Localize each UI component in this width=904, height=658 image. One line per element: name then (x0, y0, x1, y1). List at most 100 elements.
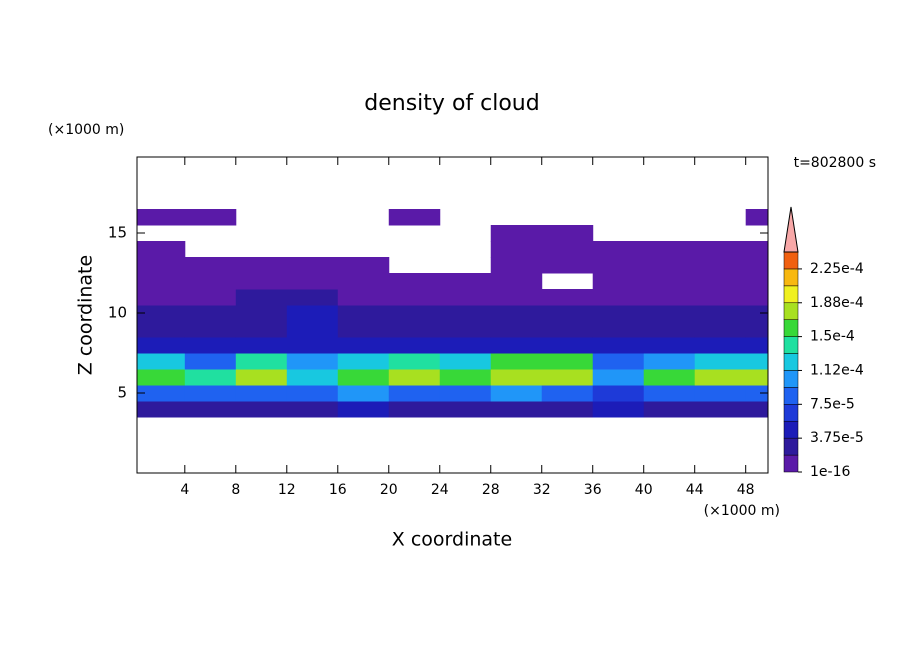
contour-cell (694, 385, 747, 402)
contour-cell (592, 321, 645, 338)
contour-cell (137, 385, 186, 402)
contour-cell (286, 401, 339, 418)
x-tick-label: 12 (278, 482, 296, 498)
contour-cell (592, 369, 645, 386)
contour-cell (694, 337, 747, 354)
contour-cell (643, 241, 696, 258)
contour-cell (541, 225, 594, 242)
contour-cell (490, 257, 543, 274)
contour-cell (490, 273, 543, 290)
contour-cell (286, 289, 339, 306)
contour-cell (439, 385, 492, 402)
contour-cell (643, 401, 696, 418)
contour-cell (439, 305, 492, 322)
contour-cell (490, 305, 543, 322)
contour-cell (388, 337, 441, 354)
contour-cell (337, 305, 390, 322)
contour-cell (490, 385, 543, 402)
contour-cell (137, 321, 186, 338)
contour-cell (490, 289, 543, 306)
x-tick-label: 24 (431, 482, 449, 498)
contour-cell (643, 305, 696, 322)
contour-cell (286, 273, 339, 290)
colorbar-bin (783, 387, 799, 405)
contour-cell (694, 289, 747, 306)
contour-cell (541, 257, 594, 274)
contour-cell (235, 401, 288, 418)
contour-cell (184, 289, 237, 306)
contour-cell (388, 369, 441, 386)
contour-cell (643, 257, 696, 274)
contour-cell (235, 257, 288, 274)
contour-cell (137, 369, 186, 386)
contour-cell (137, 273, 186, 290)
contour-cell (490, 241, 543, 258)
contour-cell (694, 241, 747, 258)
x-tick-label: 48 (737, 482, 755, 498)
colorbar-tick-label: 2.25e-4 (810, 261, 864, 277)
contour-cell (137, 353, 186, 370)
contour-cell (541, 353, 594, 370)
colorbar-bin (783, 437, 799, 456)
contour-cell (337, 385, 390, 402)
contour-cell (137, 257, 186, 274)
contour-cell (694, 321, 747, 338)
contour-cell (337, 401, 390, 418)
contour-cell (694, 401, 747, 418)
chart-title: density of cloud (364, 91, 539, 116)
x-tick-label: 4 (180, 482, 189, 498)
contour-cell (184, 209, 237, 226)
contour-cell (745, 289, 768, 306)
contour-cell (388, 353, 441, 370)
contour-cell (337, 257, 390, 274)
contour-cell (184, 305, 237, 322)
contour-cell (388, 321, 441, 338)
contour-cell (694, 273, 747, 290)
contour-cell (745, 337, 768, 354)
x-unit: (×1000 m) (704, 503, 780, 519)
x-tick-label: 16 (329, 482, 347, 498)
contour-cell (745, 273, 768, 290)
contour-cell (490, 321, 543, 338)
contour-cell (388, 385, 441, 402)
contour-cell (235, 337, 288, 354)
contour-cell (286, 321, 339, 338)
contour-cell (541, 401, 594, 418)
contour-cell (286, 385, 339, 402)
contour-cell (184, 353, 237, 370)
contour-cell (592, 305, 645, 322)
contour-cell (745, 385, 768, 402)
contour-cell (592, 401, 645, 418)
contour-cell (184, 337, 237, 354)
contour-cell (643, 289, 696, 306)
contour-cell (286, 353, 339, 370)
contour-cell (745, 257, 768, 274)
colorbar-bin (783, 285, 799, 304)
contour-cell (137, 337, 186, 354)
contour-cell (137, 401, 186, 418)
contour-cell (745, 369, 768, 386)
contour-cell (439, 273, 492, 290)
contour-cell (745, 401, 768, 418)
contour-cell (541, 241, 594, 258)
contour-cell (592, 337, 645, 354)
contour-cell (235, 273, 288, 290)
subtitle: t=802800 s (794, 155, 876, 171)
x-tick-label: 44 (686, 482, 704, 498)
contour-cell (490, 337, 543, 354)
contour-cell (643, 369, 696, 386)
contour-cell (388, 289, 441, 306)
colorbar-tick-label: 1.12e-4 (810, 362, 864, 378)
colorbar-bin (783, 319, 799, 337)
contour-cell (490, 369, 543, 386)
contour-cell (643, 273, 696, 290)
contour-cell (337, 321, 390, 338)
colorbar-bin (783, 404, 799, 422)
contour-cell (439, 353, 492, 370)
contour-cell (745, 353, 768, 370)
contour-cell (439, 401, 492, 418)
contour-cell (643, 337, 696, 354)
x-tick-label: 28 (482, 482, 500, 498)
contour-cell (541, 305, 594, 322)
